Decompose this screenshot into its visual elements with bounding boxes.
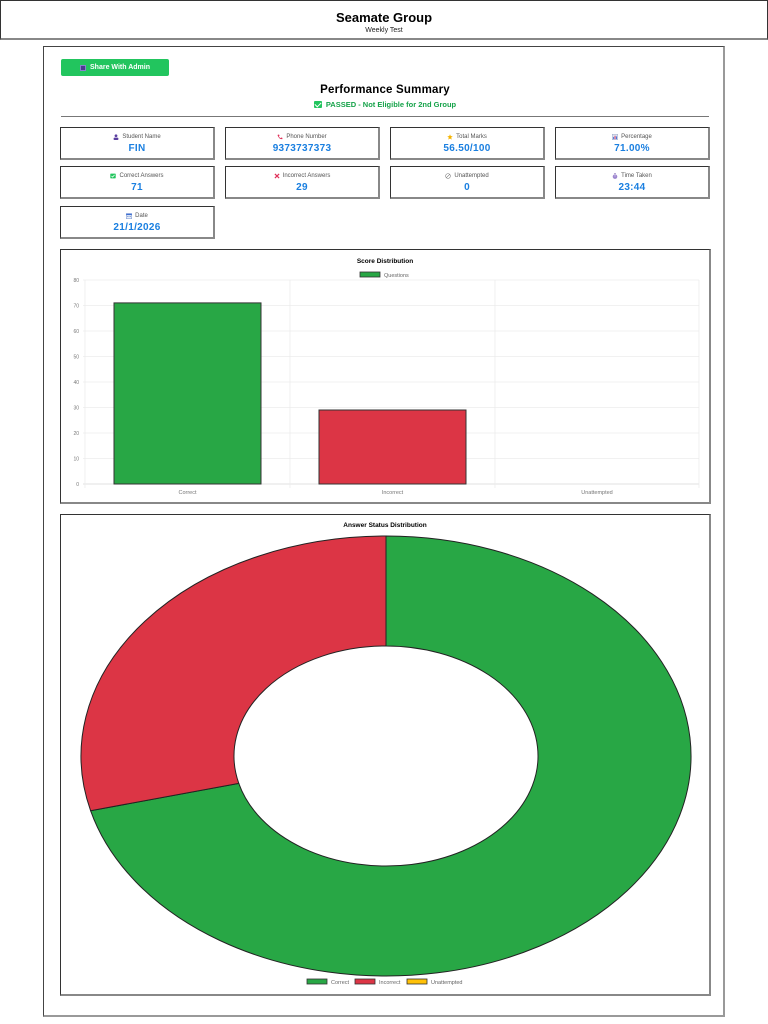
answer-status-chart: Answer Status Distribution Correct Incor… bbox=[60, 514, 711, 996]
phone-icon bbox=[277, 134, 283, 140]
card-student-name: Student Name FIN bbox=[60, 127, 215, 160]
score-distribution-chart: Score Distribution Questions bbox=[60, 249, 711, 504]
svg-text:10: 10 bbox=[73, 457, 79, 463]
page-title: Performance Summary bbox=[320, 84, 450, 96]
card-percentage: Percentage 71.00% bbox=[555, 127, 710, 160]
svg-text:70: 70 bbox=[73, 304, 79, 310]
check-mark-icon bbox=[313, 101, 322, 108]
app-subtitle: Weekly Test bbox=[365, 27, 403, 34]
card-value: 56.50/100 bbox=[443, 143, 491, 154]
card-label: Correct Answers bbox=[119, 173, 164, 179]
user-icon bbox=[113, 134, 119, 140]
card-label: Time Taken bbox=[621, 173, 652, 179]
doughnut-chart-canvas: Correct Incorrect Unattempted bbox=[80, 535, 692, 986]
card-label: Phone Number bbox=[286, 134, 327, 140]
card-label: Date bbox=[135, 213, 148, 219]
svg-text:Unattempted: Unattempted bbox=[581, 490, 613, 496]
check-box-icon bbox=[110, 173, 117, 179]
bar-correct[interactable] bbox=[113, 302, 262, 485]
card-time-taken: Time Taken 23:44 bbox=[555, 166, 710, 199]
x-gridlines bbox=[84, 280, 700, 488]
bar-incorrect[interactable] bbox=[318, 409, 467, 485]
x-axis-labels: Correct Incorrect Unattempted bbox=[178, 490, 612, 496]
legend-swatch-incorrect bbox=[354, 978, 376, 985]
legend-swatch-unattempted bbox=[406, 978, 428, 985]
card-value: 21/1/2026 bbox=[113, 222, 161, 233]
card-incorrect-answers: Incorrect Answers 29 bbox=[225, 166, 380, 199]
calendar-icon bbox=[126, 213, 133, 219]
cross-icon bbox=[274, 173, 280, 179]
chart-title: Answer Status Distribution bbox=[343, 522, 427, 529]
svg-text:50: 50 bbox=[73, 355, 79, 361]
app-title: Seamate Group bbox=[335, 10, 433, 25]
share-button-label: Share With Admin bbox=[90, 64, 150, 71]
card-total-marks: Total Marks 56.50/100 bbox=[390, 127, 545, 160]
card-value: 0 bbox=[464, 182, 470, 193]
card-value: FIN bbox=[128, 143, 146, 154]
divider bbox=[61, 116, 709, 117]
legend-label-correct: Correct bbox=[331, 980, 350, 986]
bar-chart-icon bbox=[612, 134, 619, 140]
slice-incorrect[interactable] bbox=[80, 535, 387, 812]
legend-swatch-correct bbox=[306, 978, 328, 985]
star-icon bbox=[447, 134, 453, 140]
chart-title: Score Distribution bbox=[356, 258, 414, 265]
share-icon bbox=[80, 64, 87, 71]
svg-text:20: 20 bbox=[73, 431, 79, 437]
legend-label: Questions bbox=[384, 273, 409, 279]
result-status-text: PASSED - Not Eligible for 2nd Group bbox=[325, 100, 457, 109]
card-value: 71 bbox=[131, 182, 143, 193]
card-label: Student Name bbox=[122, 134, 161, 140]
card-label: Unattempted bbox=[454, 173, 489, 179]
no-entry-icon bbox=[445, 173, 451, 179]
result-status: PASSED - Not Eligible for 2nd Group bbox=[44, 100, 726, 109]
svg-text:80: 80 bbox=[73, 278, 79, 284]
svg-text:Correct: Correct bbox=[178, 490, 197, 496]
svg-text:60: 60 bbox=[73, 329, 79, 335]
results-panel: Share With Admin Performance Summary PAS… bbox=[43, 46, 725, 1017]
card-label: Incorrect Answers bbox=[282, 173, 331, 179]
legend-label-incorrect: Incorrect bbox=[379, 980, 401, 986]
slice-correct[interactable] bbox=[89, 535, 692, 977]
legend-label-unattempted: Unattempted bbox=[431, 980, 463, 986]
card-unattempted: Unattempted 0 bbox=[390, 166, 545, 199]
card-value: 71.00% bbox=[614, 143, 650, 154]
share-with-admin-button[interactable]: Share With Admin bbox=[61, 59, 169, 76]
svg-text:30: 30 bbox=[73, 406, 79, 412]
card-value: 9373737373 bbox=[272, 143, 332, 154]
card-label: Percentage bbox=[621, 134, 652, 140]
stopwatch-icon bbox=[612, 173, 618, 179]
svg-text:Incorrect: Incorrect bbox=[382, 490, 404, 496]
card-value: 23:44 bbox=[618, 182, 646, 193]
svg-text:0: 0 bbox=[76, 482, 79, 488]
chart-legend[interactable]: Correct Incorrect Unattempted bbox=[306, 978, 463, 986]
bar-chart-canvas: Questions 80 bbox=[73, 271, 700, 496]
card-value: 29 bbox=[296, 182, 308, 193]
card-phone-number: Phone Number 9373737373 bbox=[225, 127, 380, 160]
chart-legend[interactable]: Questions bbox=[359, 271, 409, 279]
legend-swatch-questions bbox=[359, 271, 381, 278]
y-axis-labels: 80 70 60 50 40 30 20 10 0 bbox=[73, 278, 79, 488]
card-label: Total Marks bbox=[456, 134, 487, 140]
card-date: Date 21/1/2026 bbox=[60, 206, 215, 239]
app-header: Seamate Group Weekly Test bbox=[0, 0, 768, 40]
card-correct-answers: Correct Answers 71 bbox=[60, 166, 215, 199]
svg-text:40: 40 bbox=[73, 380, 79, 386]
